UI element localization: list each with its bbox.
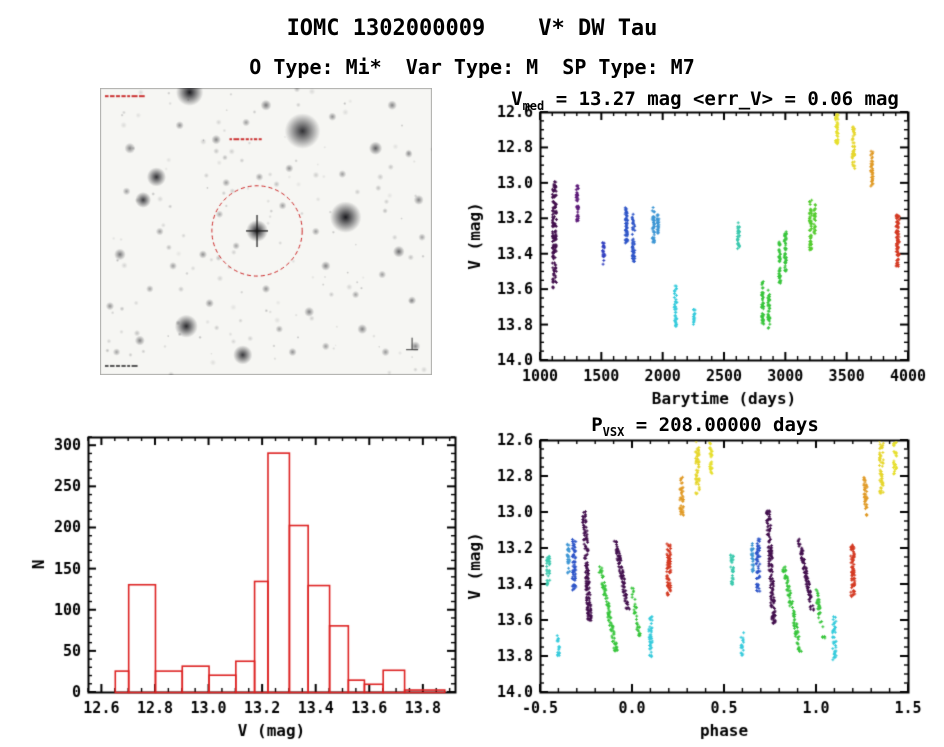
phase-title-sub: VSX — [602, 424, 625, 439]
page-subtitle: O Type: Mi* Var Type: M SP Type: M7 — [249, 55, 695, 79]
phase-title-main: P — [591, 414, 603, 436]
phase-title-rest: = 208.00000 days — [624, 414, 819, 436]
histogram-plot — [30, 420, 470, 747]
phase-plot — [460, 428, 944, 747]
lightcurve-title-main: V — [511, 88, 523, 110]
lightcurve-plot — [460, 86, 944, 416]
phase-plot-title: PVSX = 208.00000 days — [466, 414, 944, 439]
lightcurve-title: Vmed = 13.27 mag <err_V> = 0.06 mag — [466, 88, 944, 113]
lightcurve-title-rest: = 13.27 mag <err_V> = 0.06 mag — [544, 88, 899, 110]
lightcurve-title-sub: med — [522, 98, 545, 113]
page-title: IOMC 1302000009 V* DW Tau — [286, 16, 658, 41]
finder-chart-image — [100, 88, 432, 375]
